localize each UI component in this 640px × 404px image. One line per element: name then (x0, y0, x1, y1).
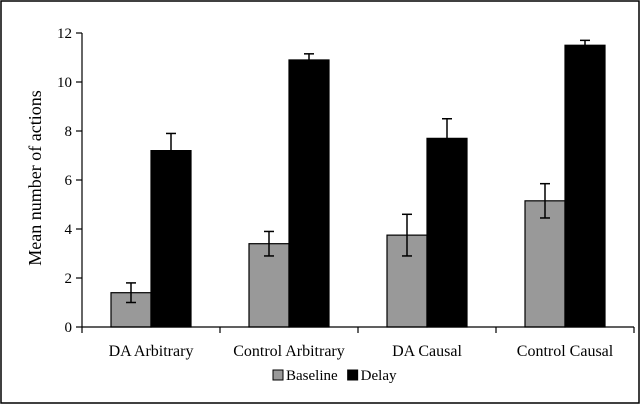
bar-delay-2 (426, 137, 468, 328)
y-tick-label: 0 (65, 320, 73, 336)
legend-label: Baseline (286, 368, 338, 384)
bar-delay-0 (150, 150, 192, 328)
x-category-label: Control Causal (517, 343, 614, 360)
legend-swatch-delay (347, 369, 359, 381)
legend: Baseline Delay (272, 368, 397, 384)
y-tick-label: 2 (65, 271, 73, 287)
bar-delay-1 (288, 59, 330, 328)
y-tick-label: 4 (65, 222, 73, 238)
y-tick-label: 6 (65, 173, 73, 189)
bar-delay-3 (564, 44, 606, 328)
x-axis: DA Arbitrary Control Arbitrary DA Causal Co… (81, 326, 635, 360)
legend-swatch-baseline (272, 369, 284, 381)
x-category-label: Control Arbitrary (233, 343, 345, 360)
x-category-label: DA Arbitrary (109, 343, 194, 360)
y-tick-label: 8 (65, 124, 73, 140)
y-tick-label: 12 (57, 26, 72, 42)
y-tick-label: 10 (57, 75, 72, 91)
bars-layer (110, 39, 606, 328)
y-axis: 0 2 4 6 8 10 12 (57, 26, 83, 336)
y-axis-title: Mean number of actions (25, 90, 45, 265)
legend-label: Delay (361, 368, 397, 384)
x-category-label: DA Causal (392, 343, 462, 360)
bar-baseline-3 (524, 200, 566, 328)
